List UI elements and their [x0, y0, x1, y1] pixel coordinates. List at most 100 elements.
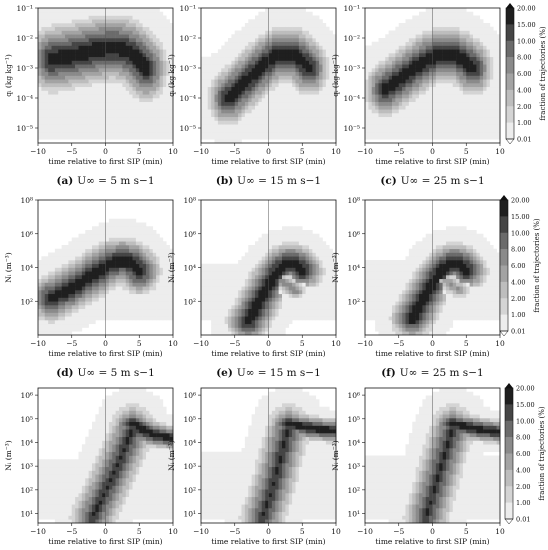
heatmap-cell [265, 131, 269, 136]
heatmap-cell [258, 49, 263, 54]
heatmap-cell [81, 271, 86, 276]
heatmap-cell [365, 79, 369, 84]
heatmap-cell [432, 86, 437, 91]
heatmap-cell [378, 71, 383, 76]
heatmap-cell [71, 38, 76, 43]
heatmap-cell [325, 30, 330, 35]
heatmap-cell [61, 252, 66, 257]
heatmap-cell [152, 105, 157, 110]
heatmap-cell [479, 94, 484, 99]
heatmap-cell [125, 286, 130, 291]
heatmap-cell [65, 45, 69, 50]
heatmap-cell [268, 105, 273, 110]
heatmap-cell [479, 98, 484, 103]
heatmap-cell [142, 131, 147, 136]
heatmap-cell [115, 30, 120, 35]
heatmap-cell [459, 34, 464, 39]
heatmap-cell [493, 68, 497, 73]
heatmap-cell [319, 41, 323, 46]
heatmap-cell [275, 120, 279, 125]
heatmap-cell [119, 64, 123, 69]
heatmap-cell [78, 305, 83, 310]
heatmap-cell [68, 53, 73, 58]
heatmap-cell [135, 230, 140, 235]
heatmap-cell [75, 19, 79, 24]
heatmap-cell [152, 271, 157, 276]
heatmap-cell [61, 34, 66, 39]
heatmap-cell [159, 38, 164, 43]
heatmap-cell [261, 98, 266, 103]
heatmap-cell [95, 56, 100, 61]
heatmap-cell [38, 128, 42, 133]
heatmap-cell [473, 68, 477, 73]
heatmap-cell [224, 49, 229, 54]
heatmap-cell [315, 98, 320, 103]
heatmap-cell [102, 64, 106, 69]
heatmap-cell [92, 26, 96, 31]
heatmap-cell [41, 71, 46, 76]
heatmap-cell [385, 64, 389, 69]
heatmap-cell [425, 98, 430, 103]
heatmap-cell [282, 83, 286, 88]
heatmap-cell [268, 128, 273, 133]
heatmap-cell [278, 131, 283, 136]
heatmap-cell [278, 41, 283, 46]
heatmap-cell [292, 128, 296, 133]
heatmap-cell [473, 53, 477, 58]
heatmap-cell [261, 94, 266, 99]
heatmap-cell [408, 109, 413, 114]
heatmap-cell [68, 308, 73, 313]
heatmap-cell [146, 23, 150, 28]
heatmap-cell [58, 38, 62, 43]
heatmap-cell [449, 135, 454, 140]
heatmap-cell [135, 94, 140, 99]
heatmap-cell [255, 64, 259, 69]
heatmap-cell [125, 34, 130, 39]
heatmap-cell [248, 34, 252, 39]
heatmap-cell [261, 38, 266, 43]
heatmap-cell [248, 109, 252, 114]
heatmap-cell [112, 301, 116, 306]
heatmap-cell [292, 101, 296, 106]
heatmap-cell [469, 98, 474, 103]
heatmap-cell [402, 64, 406, 69]
heatmap-cell [378, 116, 383, 121]
heatmap-cell [435, 19, 440, 24]
heatmap-cell [71, 64, 76, 69]
heatmap-cell [479, 124, 484, 129]
heatmap-cell [92, 237, 96, 242]
heatmap-cell [75, 79, 79, 84]
heatmap-cell [271, 71, 276, 76]
heatmap-cell [388, 83, 393, 88]
heatmap-cell [402, 131, 406, 136]
heatmap-cell [228, 45, 232, 50]
heatmap-cell [381, 56, 386, 61]
heatmap-cell [479, 109, 484, 114]
heatmap-cell [378, 120, 383, 125]
heatmap-cell [271, 105, 276, 110]
heatmap-cell [41, 75, 46, 80]
heatmap-cell [261, 45, 266, 50]
heatmap-cell [88, 90, 93, 95]
heatmap-cell [449, 60, 454, 65]
heatmap-cell [75, 15, 79, 20]
heatmap-cell [435, 86, 440, 91]
heatmap-cell [142, 105, 147, 110]
heatmap-cell [446, 41, 450, 46]
y-tick-label: 10⁻⁴ [343, 94, 360, 103]
heatmap-cell [162, 248, 167, 253]
heatmap-cell [146, 113, 150, 118]
heatmap-cell [325, 94, 330, 99]
heatmap-cell [122, 312, 127, 317]
heatmap-cell [476, 94, 481, 99]
heatmap-cell [309, 94, 313, 99]
heatmap-cell [251, 98, 256, 103]
heatmap-cell [238, 90, 242, 95]
heatmap-cell [51, 290, 56, 295]
heatmap-cell [68, 135, 73, 140]
heatmap-cell [462, 98, 467, 103]
heatmap-cell [169, 86, 174, 91]
heatmap-cell [381, 79, 386, 84]
heatmap-cell [105, 23, 110, 28]
heatmap-cell [425, 83, 430, 88]
